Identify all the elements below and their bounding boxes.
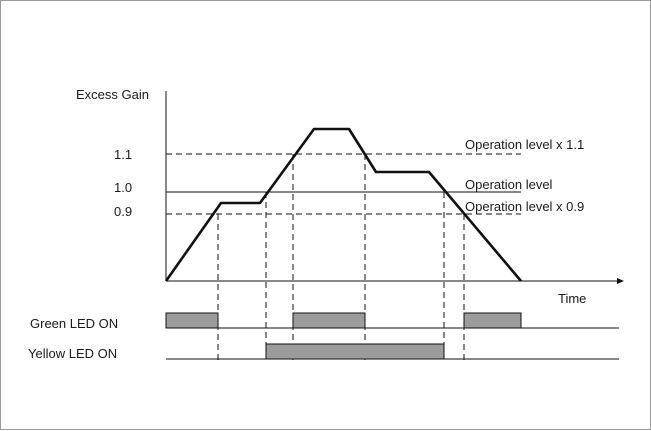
tick-label-1-0: 1.0: [114, 180, 132, 195]
yellow-led-label: Yellow LED ON: [28, 346, 117, 361]
tick-label-0-9: 0.9: [114, 204, 132, 219]
yellow-led-on-pulse: [265, 343, 445, 360]
green-led-on-pulse-1: [165, 312, 219, 329]
x-axis-label: Time: [558, 291, 586, 306]
green-led-on-pulse-3: [463, 312, 522, 329]
threshold-label-1-1: Operation level x 1.1: [465, 137, 584, 152]
green-led-label: Green LED ON: [30, 316, 118, 331]
x-axis-arrowhead: [617, 278, 624, 284]
green-led-on-pulse-2: [292, 312, 366, 329]
threshold-label-1-0: Operation level: [465, 177, 553, 192]
tick-label-1-1: 1.1: [114, 147, 132, 162]
threshold-label-0-9: Operation level x 0.9: [465, 199, 584, 214]
y-axis-label: Excess Gain: [76, 87, 149, 102]
excess-gain-curve: [164, 127, 522, 282]
